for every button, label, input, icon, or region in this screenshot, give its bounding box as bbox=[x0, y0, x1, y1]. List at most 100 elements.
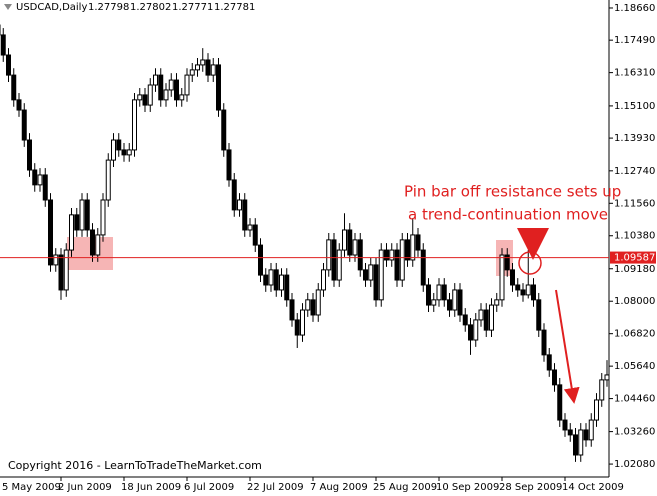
candle-body bbox=[252, 224, 258, 246]
candle-body bbox=[11, 74, 17, 101]
candle-body bbox=[74, 214, 80, 231]
candle-body bbox=[37, 174, 43, 186]
annotation: a trend-continuation move bbox=[408, 206, 608, 224]
candle-body bbox=[32, 169, 38, 186]
candle-body bbox=[268, 269, 274, 286]
candle-body bbox=[557, 384, 563, 421]
x-tick-label: 2 Jun 2009 bbox=[58, 482, 112, 493]
ohlc-value: 1.27781 bbox=[214, 2, 255, 13]
candle-body bbox=[142, 94, 148, 106]
y-tick-label: 1.08000 bbox=[614, 296, 655, 307]
candle-body bbox=[126, 149, 132, 156]
candle-body bbox=[90, 229, 95, 256]
y-tick-label: 1.03260 bbox=[614, 427, 655, 438]
candle-body bbox=[347, 229, 353, 256]
candle-body bbox=[552, 369, 557, 386]
candle-body bbox=[546, 354, 552, 371]
candle-body bbox=[483, 309, 489, 331]
candle-body bbox=[478, 309, 484, 321]
symbol-icon bbox=[4, 4, 12, 10]
candle-body bbox=[331, 239, 337, 281]
candle-body bbox=[116, 139, 122, 151]
candle-body bbox=[389, 249, 395, 261]
candle-body bbox=[147, 84, 153, 106]
candle-body bbox=[273, 269, 279, 291]
candle-body bbox=[179, 94, 185, 101]
candle-body bbox=[352, 239, 358, 256]
ohlc-value: 1.27771 bbox=[172, 2, 213, 13]
candle-body bbox=[420, 249, 426, 286]
candle-body bbox=[447, 299, 452, 311]
candle-body bbox=[326, 239, 332, 271]
candle-body bbox=[321, 269, 326, 291]
candle-body bbox=[368, 264, 374, 281]
candle-body bbox=[541, 329, 547, 356]
y-tick-label: 1.18660 bbox=[614, 3, 655, 14]
candle-body bbox=[310, 299, 316, 316]
y-tick-label: 1.15100 bbox=[614, 101, 655, 112]
candle-body bbox=[588, 419, 594, 441]
candle-body bbox=[336, 249, 342, 281]
symbol: USDCAD,Daily bbox=[16, 2, 87, 13]
y-tick-label: 1.02080 bbox=[614, 459, 655, 470]
x-tick-label: 25 Aug 2009 bbox=[373, 482, 437, 493]
x-tick-label: 7 Aug 2009 bbox=[310, 482, 368, 493]
candle-body bbox=[210, 64, 216, 76]
candle-body bbox=[567, 429, 573, 436]
candle-body bbox=[457, 289, 463, 316]
candle-body bbox=[594, 399, 599, 421]
ohlc-value: 1.27798 bbox=[88, 2, 129, 13]
candle-body bbox=[473, 319, 479, 341]
x-tick-label: 22 Jul 2009 bbox=[247, 482, 304, 493]
candle-body bbox=[525, 284, 531, 296]
y-tick-label: 1.04460 bbox=[614, 394, 655, 405]
candle-body bbox=[284, 274, 290, 301]
price-label-box bbox=[610, 251, 656, 264]
candle-body bbox=[69, 214, 74, 251]
x-tick-label: 18 Jun 2009 bbox=[121, 482, 181, 493]
candle-body bbox=[583, 429, 589, 441]
ohlc-value: 1.27802 bbox=[130, 2, 171, 13]
candle-body bbox=[48, 199, 53, 266]
y-tick-label: 1.11560 bbox=[614, 198, 655, 209]
candle-body bbox=[378, 249, 384, 301]
candle-body bbox=[132, 99, 137, 151]
candle-body bbox=[426, 284, 431, 306]
candle-body bbox=[237, 199, 242, 211]
candle-body bbox=[342, 229, 347, 251]
candle-body bbox=[263, 274, 269, 286]
candle-body bbox=[499, 254, 505, 301]
candle-body bbox=[279, 274, 284, 291]
candle-body bbox=[184, 74, 190, 96]
candle-body bbox=[247, 224, 253, 231]
candle-body bbox=[137, 94, 143, 101]
x-tick-label: 6 Jul 2009 bbox=[184, 482, 234, 493]
y-tick-label: 1.12740 bbox=[614, 166, 655, 177]
candle-body bbox=[436, 284, 442, 301]
candle-body bbox=[95, 234, 101, 256]
candle-body bbox=[111, 139, 116, 161]
candle-body bbox=[242, 199, 248, 231]
candle-body bbox=[394, 249, 400, 281]
y-tick-label: 1.17490 bbox=[614, 35, 655, 46]
candle-body bbox=[200, 59, 206, 66]
candle-body bbox=[163, 89, 169, 101]
candle-body bbox=[489, 304, 494, 331]
candle-body bbox=[258, 244, 263, 276]
candle-body bbox=[415, 234, 421, 251]
candle-body bbox=[158, 74, 164, 101]
y-tick-label: 1.06820 bbox=[614, 329, 655, 340]
candle-body bbox=[536, 299, 542, 331]
candle-body bbox=[462, 314, 468, 326]
candle-body bbox=[363, 269, 368, 281]
candle-body bbox=[6, 54, 11, 76]
candle-body bbox=[562, 419, 568, 431]
candle-body bbox=[58, 254, 64, 291]
candle-body bbox=[168, 79, 174, 91]
x-tick-label: 14 Oct 2009 bbox=[562, 482, 624, 493]
candle-body bbox=[16, 99, 22, 111]
candle-body bbox=[27, 139, 32, 171]
candle-body bbox=[531, 284, 536, 301]
candle-body bbox=[515, 284, 521, 291]
